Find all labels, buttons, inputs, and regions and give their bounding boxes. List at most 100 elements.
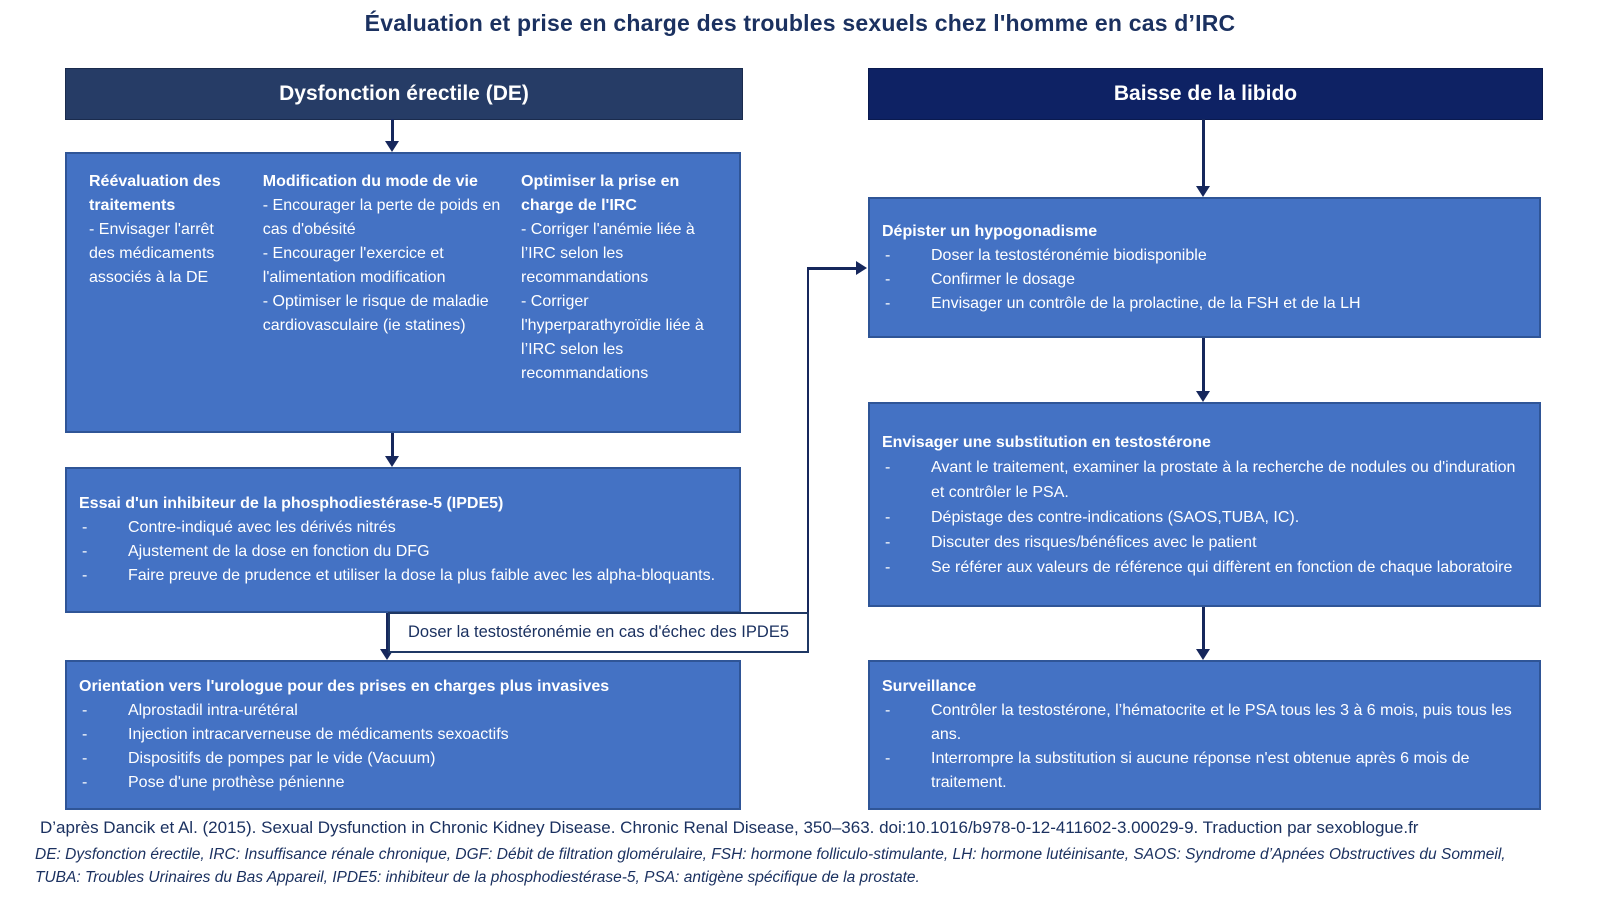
box-testosterone-substitution: Envisager une substitution en testostéro… xyxy=(868,402,1541,607)
list-item: - Faire preuve de prudence et utiliser l… xyxy=(79,564,721,588)
bullet-text: Confirmer le dosage xyxy=(931,270,1076,288)
box-treatment-reassessment-lifestyle-ckd: Réévaluation des traitements - Envisager… xyxy=(65,152,741,433)
arrow-left-header-to-box1-head xyxy=(385,141,399,152)
box-title: Orientation vers l'urologue pour des pri… xyxy=(79,678,610,695)
list-item: - Dépistage des contre-indications (SAOS… xyxy=(882,505,1521,530)
bullet-text: Alprostadil intra-urétéral xyxy=(128,702,298,719)
box-title: Essai d'un inhibiteur de la phosphodiest… xyxy=(79,495,504,512)
bullet-dash: - xyxy=(885,533,891,551)
footer-abbreviation-line: DE: Dysfonction érectile, IRC: Insuffisa… xyxy=(35,846,1506,863)
page-title: Évaluation et prise en charge des troubl… xyxy=(364,10,1236,36)
bullet-text: Se référer aux valeurs de référence qui … xyxy=(931,558,1513,576)
section-header-low-libido: Baisse de la libido xyxy=(868,68,1543,120)
arrow-box1-to-box2-line xyxy=(391,433,394,457)
bullet-text: Envisager un contrôle de la prolactine, … xyxy=(931,294,1361,312)
bullet-dash: - xyxy=(885,558,891,576)
column-title: Réévaluation des traitements xyxy=(89,173,221,214)
list-item: - Avant le traitement, examiner la prost… xyxy=(882,455,1521,505)
list-item: - Pose d'une prothèse pénienne xyxy=(79,771,721,795)
box-ipde5-trial: Essai d'un inhibiteur de la phosphodiest… xyxy=(65,467,741,613)
bullet-dash: - xyxy=(82,750,88,767)
list-item: - Alprostadil intra-urétéral xyxy=(79,699,721,723)
box-title: Surveillance xyxy=(882,678,977,695)
arrow-rbox2-to-rbox3-line xyxy=(1202,607,1205,650)
elbow-connector-horizontal-line xyxy=(807,267,857,270)
bullet-list: - Alprostadil intra-urétéral - Injection… xyxy=(79,699,721,795)
box-surveillance: Surveillance - Contrôler la testostérone… xyxy=(868,660,1541,810)
box-title: Envisager une substitution en testostéro… xyxy=(882,433,1211,451)
arrow-rbox1-to-rbox2-head xyxy=(1196,391,1210,402)
bullet-text: Pose d'une prothèse pénienne xyxy=(128,774,345,791)
list-item: - Discuter des risques/bénéfices avec le… xyxy=(882,530,1521,555)
bullet-dash: - xyxy=(885,702,891,719)
arrow-box2-to-box3-head xyxy=(380,649,394,660)
arrow-box2-to-box3-line xyxy=(386,611,389,650)
bullet-text: Contrôler la testostérone, l’hématocrite… xyxy=(931,702,1512,743)
column-title: Optimiser la prise en charge de l'IRC xyxy=(521,173,680,214)
arrow-right-header-to-box1-head xyxy=(1196,186,1210,197)
list-item: - Doser la testostéronémie biodisponible xyxy=(882,244,1521,268)
arrow-rbox2-to-rbox3-head xyxy=(1196,649,1210,660)
bullet-dash: - xyxy=(82,726,88,743)
list-item: - Ajustement de la dose en fonction du D… xyxy=(79,540,721,564)
bullet-text: Discuter des risques/bénéfices avec le p… xyxy=(931,533,1257,551)
bullet-text: Ajustement de la dose en fonction du DFG xyxy=(128,543,430,560)
arrow-right-header-to-box1-line xyxy=(1202,119,1205,187)
bullet-dash: - xyxy=(885,750,891,767)
column-line: - Corriger l'anémie liée à l’IRC selon l… xyxy=(521,221,695,286)
column-line: - Encourager l'exercice et l'alimentatio… xyxy=(262,245,446,286)
bullet-text: Injection intracarverneuse de médicament… xyxy=(128,726,509,743)
bullet-dash: - xyxy=(82,567,88,584)
bullet-list: - Contre-indiqué avec les dérivés nitrés… xyxy=(79,516,721,588)
elbow-connector-arrow-head xyxy=(856,261,867,275)
bullet-text: Contre-indiqué avec les dérivés nitrés xyxy=(128,519,396,536)
list-item: - Contre-indiqué avec les dérivés nitrés xyxy=(79,516,721,540)
bullet-dash: - xyxy=(885,508,891,526)
list-item: - Contrôler la testostérone, l’hématocri… xyxy=(882,699,1521,747)
column-line: - Corriger l'hyperparathyroïdie liée à l… xyxy=(521,293,704,382)
list-item: - Confirmer le dosage xyxy=(882,268,1521,292)
bullet-list: - Avant le traitement, examiner la prost… xyxy=(882,455,1521,580)
bullet-dash: - xyxy=(82,519,88,536)
bullet-text: Avant le traitement, examiner la prostat… xyxy=(931,458,1516,501)
arrow-box1-to-box2-head xyxy=(385,456,399,467)
bullet-text: Doser la testostéronémie biodisponible xyxy=(931,246,1207,264)
column-modification-mode-de-vie: Modification du mode de vie - Encourager… xyxy=(263,170,503,431)
bullet-dash: - xyxy=(885,294,891,312)
list-item: - Interrompre la substitution si aucune … xyxy=(882,747,1521,795)
bullet-text: Dispositifs de pompes par le vide (Vacuu… xyxy=(128,750,436,767)
bullet-list: - Contrôler la testostérone, l’hématocri… xyxy=(882,699,1521,795)
column-lines: - Envisager l'arrêt des médicaments asso… xyxy=(89,218,243,290)
arrow-rbox1-to-rbox2-line xyxy=(1202,338,1205,392)
footer-abbreviation-line: TUBA: Troubles Urinaires du Bas Appareil… xyxy=(35,869,920,886)
bullet-dash: - xyxy=(82,774,88,791)
list-item: - Se référer aux valeurs de référence qu… xyxy=(882,555,1521,580)
list-item: - Envisager un contrôle de la prolactine… xyxy=(882,292,1521,316)
column-title: Modification du mode de vie xyxy=(262,173,478,190)
bullet-dash: - xyxy=(885,246,891,264)
bullet-dash: - xyxy=(82,543,88,560)
column-line: - Encourager la perte de poids en cas d'… xyxy=(262,197,501,238)
bullet-dash: - xyxy=(885,458,891,476)
column-line: - Envisager l'arrêt des médicaments asso… xyxy=(89,221,215,286)
footer-citation: D’après Dancik et Al. (2015). Sexual Dys… xyxy=(40,818,1419,837)
box-hypogonadism-screening: Dépister un hypogonadisme - Doser la tes… xyxy=(868,197,1541,338)
footer-abbreviations: DE: Dysfonction érectile, IRC: Insuffisa… xyxy=(35,843,1580,889)
arrow-left-header-to-box1-line xyxy=(391,119,394,142)
list-item: - Dispositifs de pompes par le vide (Vac… xyxy=(79,747,721,771)
box-urologist-referral: Orientation vers l'urologue pour des pri… xyxy=(65,660,741,810)
bullet-dash: - xyxy=(885,270,891,288)
box-title: Dépister un hypogonadisme xyxy=(882,222,1098,240)
bullet-dash: - xyxy=(82,702,88,719)
elbow-connector-vertical-line xyxy=(807,268,809,613)
bullet-text: Interrompre la substitution si aucune ré… xyxy=(931,750,1470,791)
list-item: - Injection intracarverneuse de médicame… xyxy=(79,723,721,747)
bullet-text: Dépistage des contre-indications (SAOS,T… xyxy=(931,508,1300,526)
column-lines: - Corriger l'anémie liée à l’IRC selon l… xyxy=(521,218,719,386)
column-line: - Optimiser le risque de maladie cardiov… xyxy=(262,293,489,334)
column-optimiser-prise-en-charge-irc: Optimiser la prise en charge de l'IRC - … xyxy=(521,170,719,431)
column-reevaluation-traitements: Réévaluation des traitements - Envisager… xyxy=(89,170,243,431)
column-lines: - Encourager la perte de poids en cas d'… xyxy=(263,194,503,338)
connector-label-testosterone-if-ipde5-failure: Doser la testostéronémie en cas d'échec … xyxy=(388,612,809,653)
